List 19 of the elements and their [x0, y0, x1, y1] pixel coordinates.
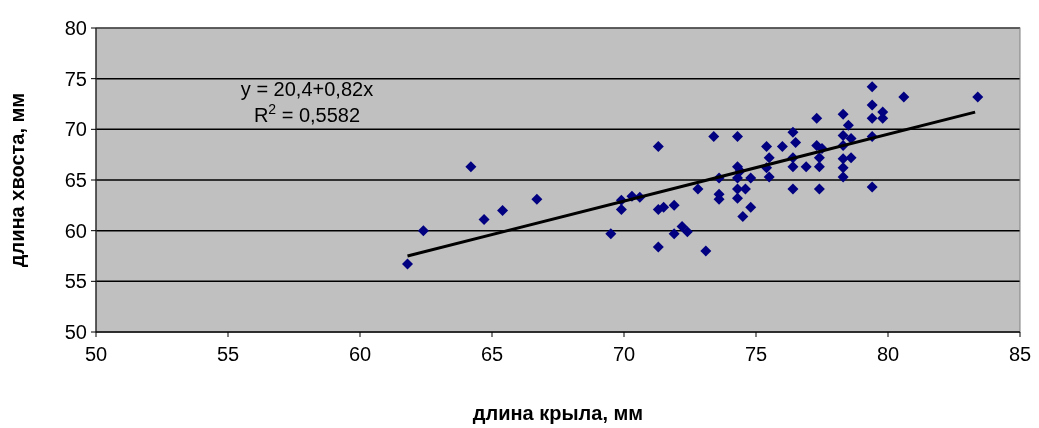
x-tick-label: 55	[216, 343, 240, 365]
y-tick-label: 65	[64, 169, 87, 191]
x-tick-label: 70	[612, 343, 636, 365]
y-tick-label: 60	[64, 219, 87, 242]
x-tick-label: 80	[876, 343, 900, 365]
y-axis-title: длина хвоста, мм	[6, 92, 28, 268]
x-tick-label: 60	[348, 343, 372, 365]
x-axis-title: длина крыла, мм	[472, 402, 644, 424]
y-tick-label: 80	[64, 17, 87, 39]
y-tick-label: 55	[64, 270, 87, 293]
y-tick-label: 50	[64, 321, 87, 343]
y-tick-label: 75	[64, 67, 87, 90]
annotation: y = 20,4+0,82x	[240, 78, 374, 100]
annotation: R$^{2}$ = 0,5582	[253, 101, 361, 126]
x-tick-label: 50	[84, 343, 108, 365]
y-tick-label: 70	[64, 118, 87, 141]
x-tick-label: 75	[744, 343, 768, 365]
x-tick-label: 85	[1008, 343, 1032, 365]
x-tick-label: 65	[480, 343, 504, 365]
